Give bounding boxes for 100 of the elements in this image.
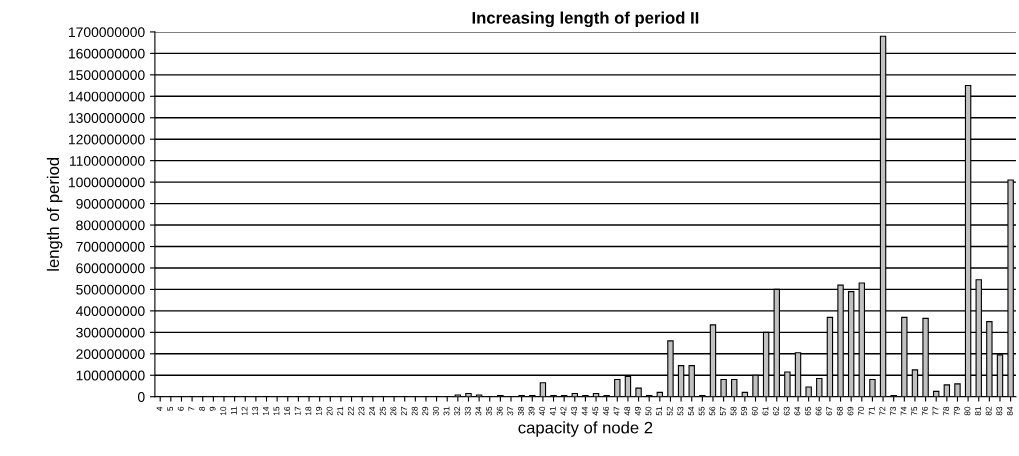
x-tick-label: 51	[656, 406, 663, 416]
y-tick-label: 800000000	[76, 220, 145, 231]
x-tick-label: 45	[592, 406, 599, 416]
y-tick-label: 1300000000	[68, 113, 145, 123]
x-tick-label: 61	[762, 406, 769, 416]
x-tick-label: 76	[921, 406, 928, 416]
x-tick-label: 62	[773, 406, 779, 416]
x-tick-label: 27	[401, 406, 407, 416]
x-tick-label: 50	[645, 406, 652, 416]
x-tick-label: 78	[943, 406, 950, 416]
x-tick-label: 54	[688, 406, 694, 416]
x-tick-label: 47	[613, 406, 620, 416]
x-tick-label: 35	[486, 406, 492, 416]
x-tick-label: 66	[815, 406, 822, 416]
x-tick-label: 11	[231, 406, 237, 415]
x-tick-label: 8	[199, 406, 205, 411]
x-tick-label: 38	[517, 406, 524, 416]
x-axis-title: capacity of node 2	[518, 421, 653, 437]
x-tick-label: 34	[475, 406, 482, 416]
y-tick-label: 700000000	[76, 241, 145, 252]
x-tick-label: 26	[390, 406, 397, 416]
y-tick-label: 600000000	[76, 263, 145, 274]
x-tick-label: 31	[443, 406, 450, 416]
x-tick-label: 71	[868, 406, 875, 416]
x-tick-label: 33	[464, 406, 471, 416]
x-tick-label: 82	[985, 406, 992, 416]
x-tick-label: 67	[826, 406, 833, 416]
y-tick-label: 200000000	[76, 349, 145, 359]
y-tick-label: 1100000000	[70, 156, 145, 166]
x-tick-label: 19	[315, 406, 322, 416]
x-tick-label: 14	[262, 406, 269, 416]
x-tick-label: 23	[358, 406, 365, 416]
x-tick-label: 4	[156, 406, 163, 411]
y-axis-title: length of period	[46, 157, 63, 271]
x-tick-label: 74	[900, 406, 907, 416]
y-tick-label: 1700000000	[68, 27, 145, 38]
x-tick-label: 20	[326, 406, 333, 416]
x-tick-label: 10	[220, 406, 227, 416]
y-tick-label: 400000000	[75, 306, 145, 317]
x-tick-label: 64	[794, 406, 801, 416]
y-tick-label: 1400000000	[68, 91, 145, 102]
x-tick-label: 5	[167, 406, 174, 411]
x-tick-label: 25	[379, 406, 386, 416]
x-tick-label: 57	[720, 406, 726, 416]
x-tick-label: 56	[709, 406, 716, 416]
x-tick-label: 52	[666, 406, 673, 416]
x-tick-label: 69	[847, 406, 854, 416]
y-tick-label: 1200000000	[68, 134, 145, 145]
chart-title: Increasing length of period II	[472, 11, 699, 28]
y-tick-label: 1600000000	[68, 48, 145, 59]
x-tick-label: 17	[294, 406, 301, 416]
x-tick-label: 24	[369, 406, 375, 416]
y-tick-label: 0	[137, 392, 145, 402]
x-tick-label: 36	[496, 406, 503, 416]
x-tick-label: 58	[730, 406, 737, 416]
x-tick-label: 73	[890, 406, 896, 416]
y-tick-label: 1000000000	[68, 177, 145, 188]
y-tick-label: 100000000	[76, 370, 145, 381]
x-tick-label: 16	[284, 406, 290, 416]
x-tick-label: 29	[422, 406, 429, 416]
y-tick-label: 500000000	[76, 284, 145, 295]
x-tick-label: 79	[953, 406, 960, 416]
y-tick-label: 900000000	[76, 198, 145, 209]
x-tick-label: 77	[932, 406, 939, 416]
x-tick-label: 37	[507, 406, 514, 416]
x-tick-label: 30	[432, 406, 439, 416]
x-tick-label: 32	[454, 406, 461, 416]
x-tick-label: 12	[241, 406, 248, 416]
x-tick-label: 21	[337, 406, 344, 416]
x-tick-label: 65	[804, 406, 811, 416]
x-tick-label: 60	[751, 406, 758, 416]
x-tick-label: 40	[539, 406, 546, 416]
x-tick-label: 70	[858, 406, 865, 416]
x-tick-label: 49	[634, 406, 641, 416]
x-tick-label: 9	[209, 406, 216, 411]
x-tick-label: 42	[560, 406, 567, 416]
x-tick-label: 22	[347, 406, 354, 416]
x-tick-label: 80	[964, 406, 971, 416]
x-tick-label: 39	[528, 406, 535, 416]
y-tick-label: 1500000000	[68, 70, 145, 81]
x-tick-label: 44	[581, 406, 588, 416]
x-tick-label: 41	[549, 406, 556, 416]
x-tick-label: 6	[177, 406, 184, 411]
x-tick-label: 15	[273, 406, 280, 416]
x-tick-label: 28	[411, 406, 418, 416]
x-tick-label: 43	[571, 406, 578, 416]
x-tick-label: 68	[836, 406, 843, 416]
x-tick-label: 63	[783, 406, 790, 416]
x-tick-label: 13	[252, 406, 259, 416]
x-tick-label: 81	[975, 406, 981, 416]
x-tick-label: 59	[741, 406, 748, 416]
x-tick-label: 18	[305, 406, 312, 416]
x-tick-label: 83	[996, 406, 1003, 416]
x-tick-label: 48	[624, 406, 631, 416]
x-tick-label: 84	[1006, 406, 1013, 416]
x-tick-label: 46	[603, 406, 609, 416]
x-tick-label: 55	[698, 406, 705, 416]
x-tick-label: 53	[677, 406, 684, 416]
y-tick-label: 300000000	[76, 327, 145, 338]
x-tick-label: 7	[188, 406, 195, 411]
